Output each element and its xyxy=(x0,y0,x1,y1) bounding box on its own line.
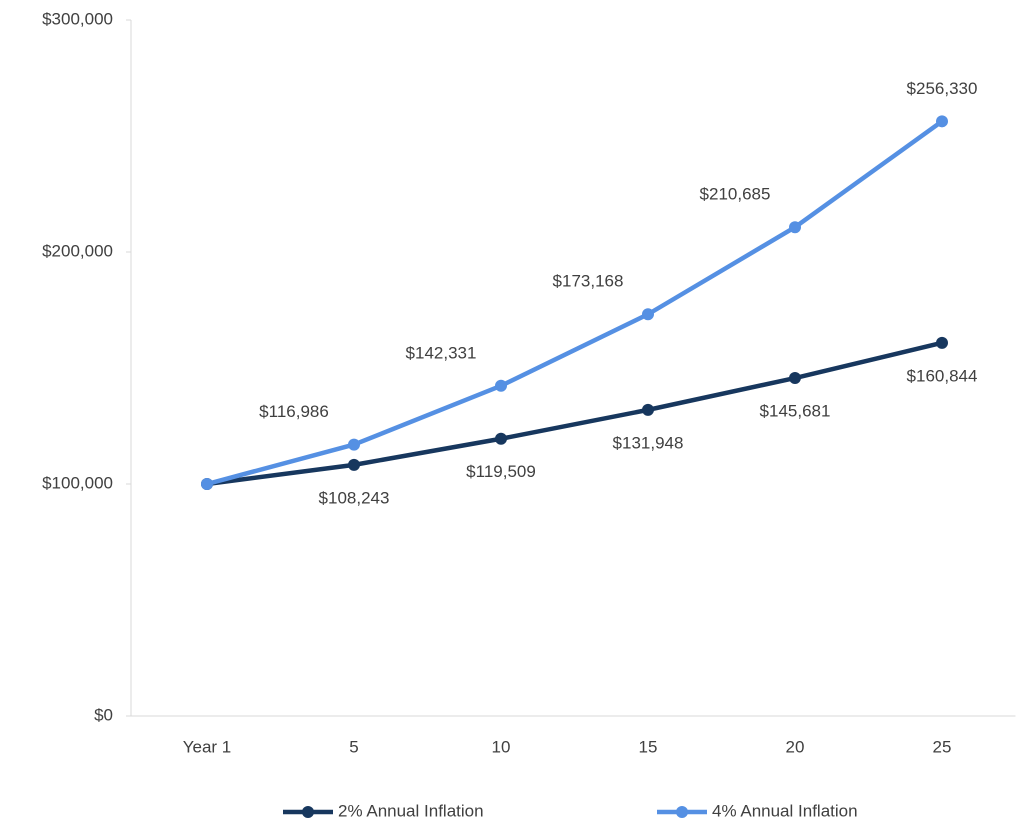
data-label: $145,681 xyxy=(760,402,831,421)
data-point xyxy=(789,372,801,385)
data-label: $142,331 xyxy=(406,343,477,362)
y-tick-label: $0 xyxy=(94,705,113,724)
x-tick-label: 5 xyxy=(349,737,358,756)
legend-marker xyxy=(302,806,314,818)
data-point xyxy=(495,432,507,445)
x-tick-label: 20 xyxy=(786,737,805,756)
series-line xyxy=(206,119,944,487)
data-point xyxy=(789,221,801,234)
x-tick-label: 25 xyxy=(933,737,952,756)
data-label: $173,168 xyxy=(553,272,624,291)
data-point xyxy=(348,438,360,451)
x-tick-label: Year 1 xyxy=(183,737,232,756)
data-label: $108,243 xyxy=(319,488,390,507)
legend-label: 2% Annual Inflation xyxy=(338,801,484,820)
data-label: $160,844 xyxy=(907,366,978,385)
legend-marker xyxy=(676,806,688,818)
data-point xyxy=(936,115,948,128)
data-label: $119,509 xyxy=(466,462,536,481)
data-label: $256,330 xyxy=(907,79,978,98)
data-label: $210,685 xyxy=(700,185,771,204)
x-tick-label: 15 xyxy=(639,737,658,756)
data-label: $131,948 xyxy=(613,433,684,452)
y-tick-label: $100,000 xyxy=(42,473,113,492)
data-point xyxy=(642,403,654,416)
data-point xyxy=(201,478,213,490)
legend-label: 4% Annual Inflation xyxy=(712,801,858,820)
data-point xyxy=(495,379,507,392)
data-point xyxy=(936,336,948,349)
x-tick-label: 10 xyxy=(492,737,511,756)
y-tick-label: $300,000 xyxy=(42,9,113,28)
data-label: $116,986 xyxy=(259,402,329,421)
data-point xyxy=(642,308,654,321)
data-point xyxy=(348,458,360,471)
series-line xyxy=(206,340,943,487)
y-tick-label: $200,000 xyxy=(42,241,113,260)
